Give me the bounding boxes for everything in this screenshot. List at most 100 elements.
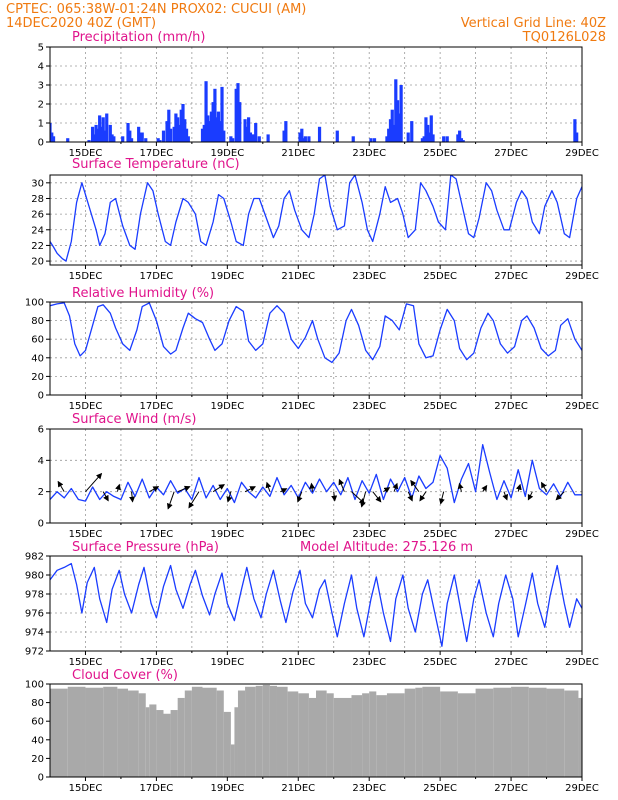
cloud-area-44	[511, 686, 529, 777]
precip-bar-86	[397, 113, 401, 142]
pres-ytick-label-0: 972	[25, 647, 44, 658]
pres-xtick-label-0: 15DEC	[69, 657, 103, 668]
precip-ytick-label-1: 1	[38, 119, 44, 130]
rh-xtick-label-1: 17DEC	[140, 401, 174, 412]
cloud-area-6	[138, 693, 146, 777]
chart-header: CPTEC: 065:38W-01:24N PROX02: CUCUI (AM)…	[0, 0, 618, 46]
pres-xtick-label-2: 19DEC	[210, 657, 244, 668]
wind-arrow-28	[481, 484, 488, 492]
rh-xtick-label-2: 19DEC	[210, 401, 244, 412]
precip-ytick-label-5: 5	[38, 43, 44, 54]
precip-bar-18	[126, 123, 130, 142]
pres-ytick-label-1: 974	[25, 628, 44, 639]
precip-bar-17	[121, 136, 125, 142]
precip-bar-22	[138, 132, 143, 142]
temp-title: Surface Temperature (nC)	[72, 157, 240, 172]
precip-bar-28	[165, 121, 169, 142]
precip-xtick-label-4: 23DEC	[352, 148, 386, 159]
precip-bar-61	[248, 132, 252, 142]
precip-bar-15	[110, 134, 114, 142]
wind-arrow-2	[102, 491, 109, 502]
wind-ytick-label-2: 4	[38, 456, 44, 467]
rh-ytick-label-2: 40	[31, 353, 44, 364]
precip-bar-67	[282, 130, 286, 142]
cloud-area-17	[223, 711, 231, 777]
rh-frame	[49, 301, 583, 396]
precip-bar-53	[229, 136, 233, 142]
temp-panel: 20 22 24 26 28 30 15DEC 17DEC 19DEC 21DEC 23DEC 25D…	[31, 157, 599, 282]
precip-bar-10	[99, 126, 104, 142]
pres-xtick-label-7: 29DEC	[565, 657, 599, 668]
cloud-xtick-label-3: 21DEC	[281, 783, 315, 794]
precip-bar-32	[174, 113, 178, 142]
temp-xtick-label-0: 15DEC	[69, 271, 103, 282]
precip-ytick-label-4: 4	[38, 62, 44, 73]
precip-bar-24	[144, 138, 148, 142]
cloud-area-29	[316, 690, 327, 777]
precip-bar-95	[429, 115, 433, 142]
wind-arrow-24	[410, 479, 420, 492]
cloud-area-18	[230, 744, 235, 777]
precip-bar-99	[456, 134, 460, 142]
rh-xtick-label-6: 27DEC	[494, 401, 528, 412]
precip-bar-69	[298, 132, 302, 142]
wind-arrow-8	[188, 491, 200, 509]
station-label: CPTEC: 065:38W-01:24N PROX02: CUCUI (AM)	[6, 2, 307, 17]
precip-bar-57	[238, 102, 242, 142]
temp-frame	[49, 174, 583, 266]
wind-arrow-19	[360, 491, 367, 508]
cloud-xtick-label-1: 17DEC	[140, 783, 174, 794]
precip-bar-7	[94, 124, 98, 142]
precip-bar-21	[137, 126, 141, 142]
wind-arrow-16	[331, 491, 338, 502]
cloud-title: Cloud Cover (%)	[72, 668, 178, 683]
precip-bar-87	[399, 85, 403, 142]
wind-arrow-9	[212, 484, 225, 493]
pres-plot	[50, 562, 582, 647]
precip-bar-80	[387, 128, 391, 142]
rh-xtick-label-7: 29DEC	[565, 401, 599, 412]
precip-bar-55	[234, 88, 238, 142]
precip-bar-52	[222, 130, 226, 142]
cloud-ytick-label-3: 60	[31, 717, 44, 728]
cloud-area-24	[269, 685, 277, 777]
cloud-area-32	[351, 695, 363, 777]
cloud-area-30	[326, 693, 334, 777]
precip-bar-98	[445, 136, 449, 142]
wind-arrow-12	[265, 481, 272, 492]
rh-ytick-label-4: 80	[31, 316, 44, 327]
precip-plot	[50, 79, 579, 142]
temp-ytick-label-5: 30	[31, 178, 44, 189]
precip-bar-64	[254, 123, 258, 142]
cloud-frame	[49, 683, 583, 778]
cloud-ytick-label-5: 100	[25, 680, 44, 691]
precip-xtick-label-1: 17DEC	[140, 148, 174, 159]
cloud-area-22	[255, 685, 263, 777]
wind-frame	[49, 428, 583, 524]
cloud-area-23	[262, 684, 270, 777]
precip-bar-4	[87, 140, 91, 142]
precip-bar-88	[406, 132, 410, 142]
precip-bar-97	[442, 136, 446, 142]
precip-bar-2	[51, 136, 56, 142]
cloud-area-27	[298, 693, 309, 777]
precip-bar-51	[220, 86, 224, 142]
pres-frame	[49, 555, 583, 652]
pres-xtick-label-6: 27DEC	[494, 657, 528, 668]
pres-xtick-label-3: 21DEC	[281, 657, 315, 668]
precip-bar-37	[183, 119, 187, 142]
cloud-area-36	[386, 693, 405, 777]
wind-arrow-33	[555, 491, 565, 501]
rh-xtick-label-3: 21DEC	[281, 401, 315, 412]
cloud-area-9	[156, 710, 164, 777]
wind-xtick-label-2: 19DEC	[210, 529, 244, 540]
cloud-area-41	[457, 693, 476, 777]
wind-arrow-5	[149, 486, 160, 493]
rh-ytick-label-1: 20	[31, 372, 44, 383]
temp-xtick-label-5: 25DEC	[423, 271, 457, 282]
precip-bar-93	[426, 124, 430, 142]
cloud-area-0	[50, 688, 68, 777]
grid-line-label: Vertical Grid Line: 40Z	[460, 16, 606, 31]
precip-bar-42	[204, 81, 208, 142]
precip-bar-102	[461, 140, 465, 142]
